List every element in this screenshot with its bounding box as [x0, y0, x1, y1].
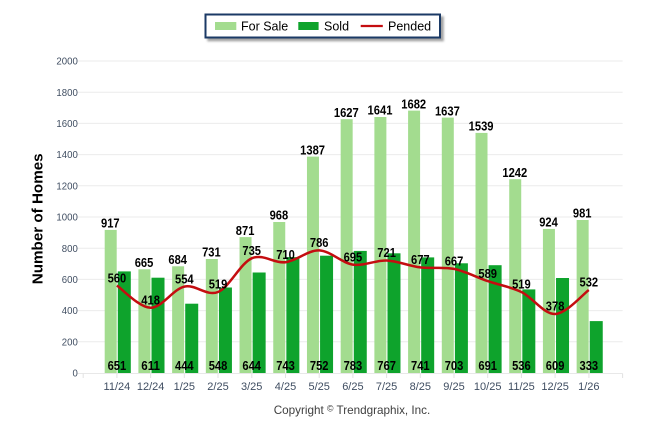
svg-text:1627: 1627 — [334, 106, 359, 120]
svg-text:7/25: 7/25 — [376, 381, 397, 393]
svg-text:418: 418 — [141, 294, 160, 308]
svg-text:735: 735 — [242, 244, 261, 258]
svg-text:1/26: 1/26 — [578, 381, 599, 393]
svg-text:444: 444 — [175, 359, 194, 373]
svg-text:741: 741 — [411, 359, 430, 373]
svg-text:609: 609 — [546, 359, 565, 373]
svg-text:710: 710 — [276, 248, 295, 262]
svg-text:Sold: Sold — [324, 20, 349, 34]
svg-text:917: 917 — [101, 217, 120, 231]
svg-text:800: 800 — [62, 243, 78, 255]
svg-text:651: 651 — [108, 359, 127, 373]
svg-text:5/25: 5/25 — [308, 381, 329, 393]
svg-text:644: 644 — [242, 359, 261, 373]
svg-text:1641: 1641 — [368, 104, 393, 118]
svg-text:783: 783 — [344, 359, 363, 373]
svg-text:11/25: 11/25 — [508, 381, 535, 393]
svg-text:600: 600 — [62, 274, 78, 286]
svg-text:For Sale: For Sale — [241, 20, 288, 34]
svg-text:767: 767 — [377, 359, 396, 373]
svg-text:871: 871 — [236, 224, 255, 238]
svg-text:Copyright © Trendgraphix, Inc.: Copyright © Trendgraphix, Inc. — [274, 403, 431, 417]
svg-text:4/25: 4/25 — [275, 381, 296, 393]
svg-text:677: 677 — [411, 253, 430, 267]
svg-text:6/25: 6/25 — [342, 381, 363, 393]
svg-text:1000: 1000 — [56, 212, 78, 224]
svg-text:519: 519 — [209, 278, 228, 292]
svg-text:Number of Homes: Number of Homes — [29, 153, 46, 284]
svg-text:11/24: 11/24 — [104, 381, 131, 393]
svg-text:1242: 1242 — [502, 166, 527, 180]
svg-text:9/25: 9/25 — [443, 381, 464, 393]
svg-text:519: 519 — [512, 278, 531, 292]
svg-text:743: 743 — [276, 359, 295, 373]
svg-text:554: 554 — [175, 272, 194, 286]
svg-text:703: 703 — [445, 359, 464, 373]
svg-text:691: 691 — [478, 359, 497, 373]
svg-text:Pended: Pended — [388, 20, 431, 34]
svg-text:1/25: 1/25 — [174, 381, 195, 393]
svg-text:667: 667 — [445, 255, 464, 269]
svg-text:1539: 1539 — [469, 120, 494, 134]
svg-text:548: 548 — [209, 359, 228, 373]
svg-text:8/25: 8/25 — [410, 381, 431, 393]
svg-text:1400: 1400 — [56, 149, 78, 161]
svg-text:924: 924 — [539, 216, 558, 230]
svg-text:3/25: 3/25 — [241, 381, 262, 393]
svg-text:10/25: 10/25 — [474, 381, 502, 393]
svg-text:968: 968 — [270, 209, 289, 223]
svg-text:981: 981 — [573, 207, 592, 221]
svg-text:400: 400 — [62, 305, 78, 317]
svg-text:378: 378 — [546, 300, 565, 314]
svg-text:589: 589 — [478, 267, 497, 281]
svg-text:684: 684 — [168, 253, 187, 267]
svg-text:752: 752 — [310, 359, 329, 373]
svg-text:2000: 2000 — [56, 56, 78, 68]
svg-text:611: 611 — [141, 359, 160, 373]
svg-text:560: 560 — [108, 271, 127, 285]
svg-text:665: 665 — [135, 256, 154, 270]
svg-text:695: 695 — [344, 250, 363, 264]
svg-text:0: 0 — [73, 368, 78, 380]
svg-text:1387: 1387 — [300, 143, 325, 157]
svg-text:2/25: 2/25 — [207, 381, 228, 393]
svg-text:12/24: 12/24 — [137, 381, 165, 393]
svg-text:1200: 1200 — [56, 180, 78, 192]
svg-text:200: 200 — [62, 336, 78, 348]
svg-text:721: 721 — [377, 246, 396, 260]
svg-text:1682: 1682 — [401, 97, 426, 111]
svg-text:536: 536 — [512, 359, 531, 373]
svg-text:1637: 1637 — [435, 104, 460, 118]
svg-text:12/25: 12/25 — [541, 381, 569, 393]
svg-text:731: 731 — [202, 246, 221, 260]
svg-text:1800: 1800 — [56, 87, 78, 99]
svg-text:333: 333 — [580, 359, 599, 373]
svg-text:1600: 1600 — [56, 118, 78, 130]
svg-text:532: 532 — [580, 276, 599, 290]
svg-text:786: 786 — [310, 236, 329, 250]
